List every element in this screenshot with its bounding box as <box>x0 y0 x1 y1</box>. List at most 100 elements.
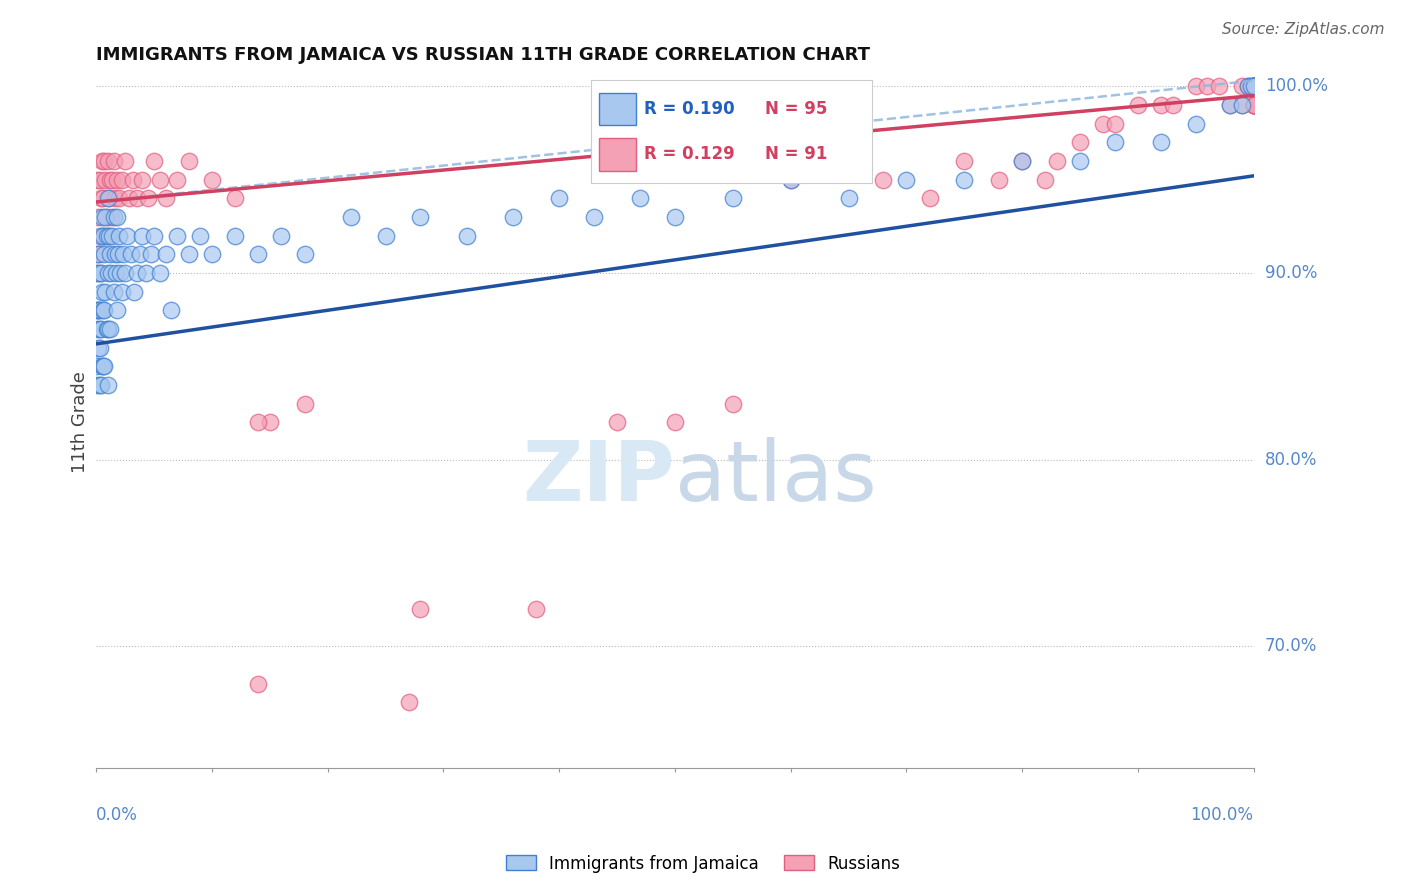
Point <box>294 247 316 261</box>
Point <box>86 322 108 336</box>
Point <box>101 228 124 243</box>
Point <box>721 191 744 205</box>
Point <box>94 172 117 186</box>
Point <box>89 247 111 261</box>
Point <box>91 191 114 205</box>
Point <box>664 210 686 224</box>
Point <box>155 247 177 261</box>
Point <box>86 359 108 374</box>
Point <box>93 228 115 243</box>
Point <box>872 172 894 186</box>
Point <box>160 303 183 318</box>
Point <box>100 266 122 280</box>
Point <box>87 303 110 318</box>
Point <box>259 415 281 429</box>
Point <box>953 172 976 186</box>
Point <box>149 172 172 186</box>
Text: 90.0%: 90.0% <box>1265 264 1317 282</box>
Point <box>201 247 224 261</box>
Point <box>1243 98 1265 112</box>
Point <box>1243 79 1265 94</box>
Point <box>409 602 432 616</box>
Point <box>96 210 118 224</box>
Point <box>97 322 120 336</box>
Point <box>155 191 177 205</box>
Point <box>89 228 111 243</box>
Point <box>779 172 801 186</box>
Point <box>96 228 118 243</box>
Point <box>721 396 744 410</box>
Point <box>91 359 114 374</box>
Point <box>247 247 270 261</box>
Point <box>91 228 114 243</box>
Point <box>1243 79 1265 94</box>
Point <box>1243 79 1265 94</box>
Point <box>108 191 131 205</box>
Point <box>224 191 246 205</box>
Point <box>1161 98 1184 112</box>
Point <box>1011 153 1033 168</box>
Point <box>1243 79 1265 94</box>
Point <box>103 210 125 224</box>
Text: 0.0%: 0.0% <box>96 805 138 823</box>
Point <box>86 266 108 280</box>
Point <box>105 210 128 224</box>
Point <box>93 303 115 318</box>
Point <box>1243 98 1265 112</box>
Text: 80.0%: 80.0% <box>1265 450 1317 468</box>
Point <box>93 153 115 168</box>
Point <box>1243 79 1265 94</box>
Point <box>131 172 153 186</box>
Point <box>87 247 110 261</box>
Point <box>103 153 125 168</box>
Point <box>89 322 111 336</box>
Point <box>1033 172 1056 186</box>
Point <box>98 322 121 336</box>
Point <box>143 228 166 243</box>
Point <box>131 228 153 243</box>
Point <box>1237 79 1260 94</box>
Text: IMMIGRANTS FROM JAMAICA VS RUSSIAN 11TH GRADE CORRELATION CHART: IMMIGRANTS FROM JAMAICA VS RUSSIAN 11TH … <box>96 46 870 64</box>
Text: N = 95: N = 95 <box>765 100 827 118</box>
Point <box>1243 79 1265 94</box>
Point <box>524 602 547 616</box>
Point <box>1197 79 1219 94</box>
Point <box>1184 117 1206 131</box>
Point <box>177 153 200 168</box>
Point <box>1243 98 1265 112</box>
Point <box>96 322 118 336</box>
Point <box>97 266 120 280</box>
Point <box>988 172 1011 186</box>
Point <box>374 228 396 243</box>
Point <box>97 153 120 168</box>
Point <box>122 172 145 186</box>
Y-axis label: 11th Grade: 11th Grade <box>72 371 89 474</box>
Point <box>135 266 157 280</box>
Text: R = 0.190: R = 0.190 <box>644 100 734 118</box>
Point <box>1046 153 1069 168</box>
Point <box>91 285 114 299</box>
Point <box>1240 79 1263 94</box>
Point <box>1243 79 1265 94</box>
Point <box>606 415 628 429</box>
Point <box>1243 79 1265 94</box>
Point <box>91 210 114 224</box>
Point <box>86 303 108 318</box>
Point <box>1208 79 1230 94</box>
Point <box>1230 79 1253 94</box>
Point <box>1126 98 1149 112</box>
Point <box>90 322 112 336</box>
Point <box>1104 135 1126 149</box>
Point <box>101 172 124 186</box>
Point <box>97 378 120 392</box>
Text: 100.0%: 100.0% <box>1191 805 1254 823</box>
Point <box>409 210 432 224</box>
Point <box>1243 98 1265 112</box>
Point <box>1011 153 1033 168</box>
Point <box>105 172 128 186</box>
Text: N = 91: N = 91 <box>765 145 827 163</box>
Point <box>97 228 120 243</box>
Point <box>104 247 127 261</box>
Point <box>93 359 115 374</box>
Point <box>1230 98 1253 112</box>
